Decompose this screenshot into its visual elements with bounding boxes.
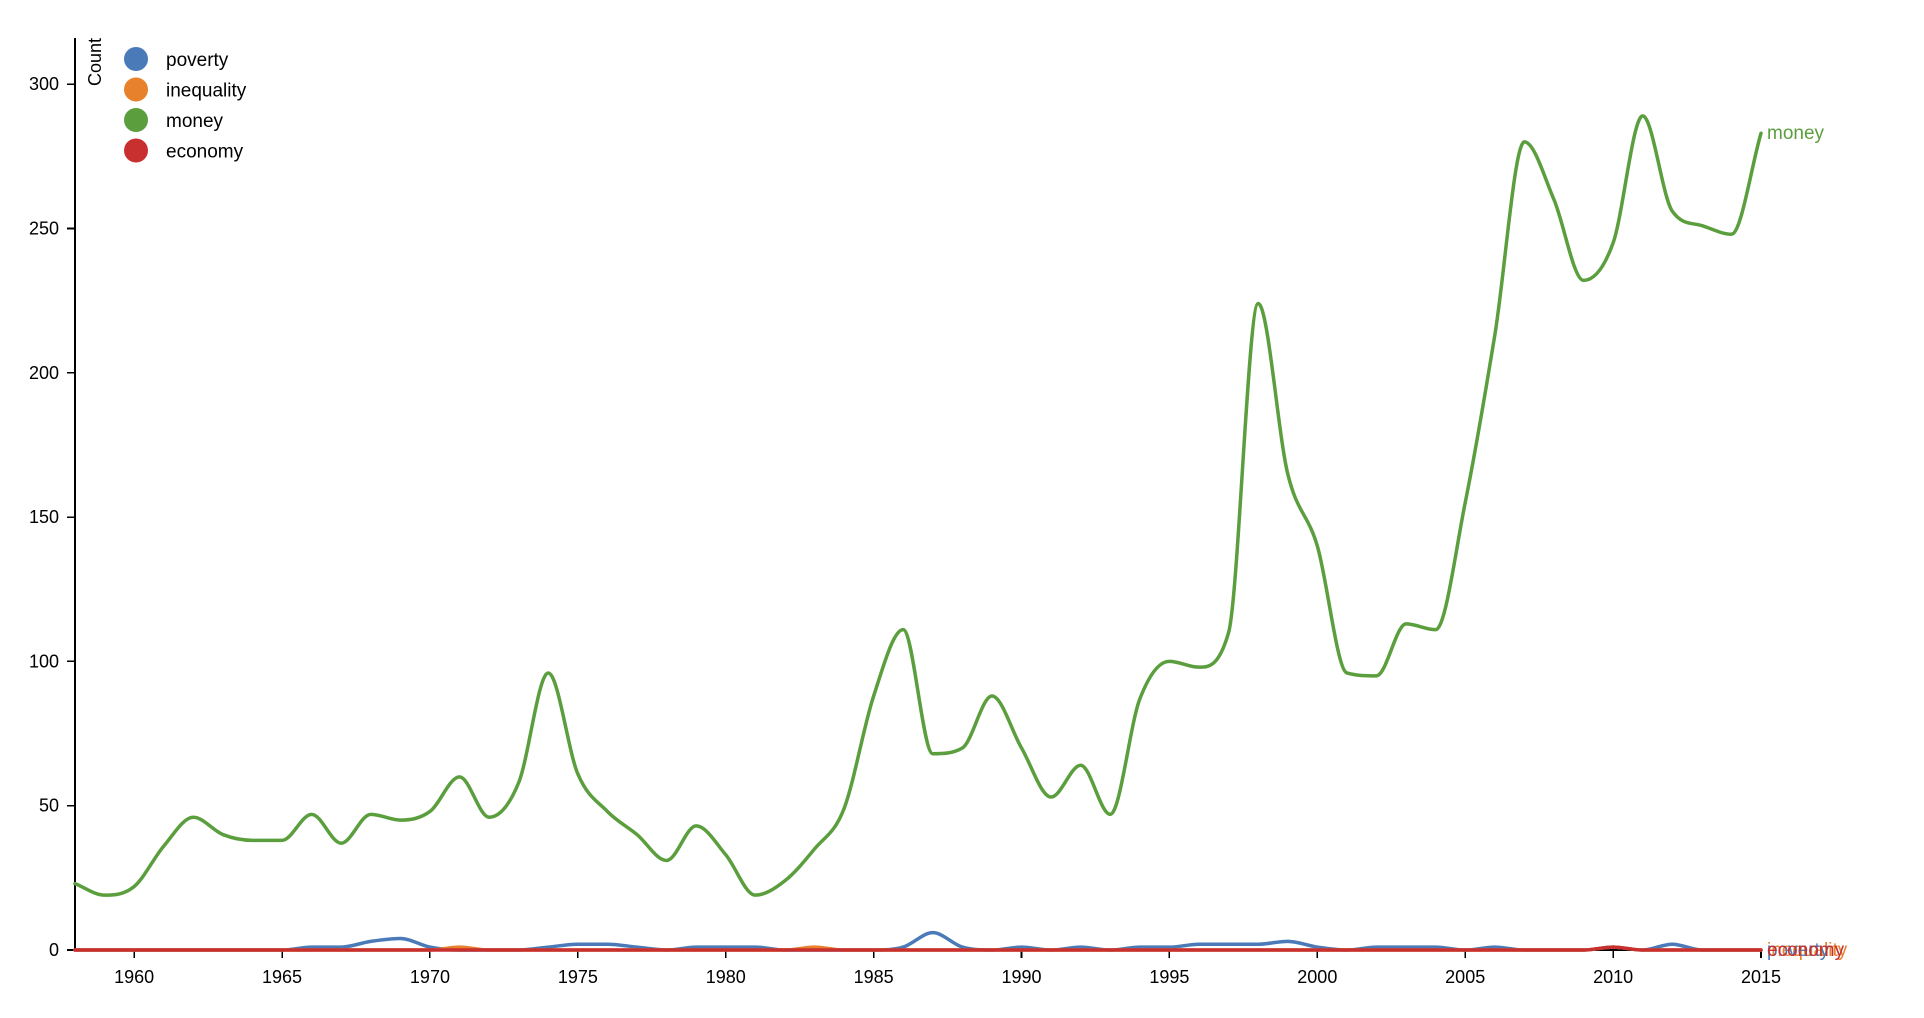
y-tick-label: 100 [29, 651, 59, 671]
y-tick-label: 150 [29, 507, 59, 527]
series-lines [73, 114, 1763, 952]
y-tick-label: 0 [49, 940, 59, 960]
legend-swatch-poverty [124, 47, 148, 71]
legend-label-inequality: inequality [166, 81, 247, 102]
series-line-money [73, 114, 1763, 897]
x-tick-label: 1985 [854, 967, 894, 987]
series-line-poverty [73, 930, 1763, 952]
x-tick-label: 2010 [1593, 967, 1633, 987]
y-tick-label: 250 [29, 218, 59, 238]
y-ticks: 0 50 100 150 200 250 300 [29, 74, 75, 960]
x-tick-label: 1995 [1149, 967, 1189, 987]
legend-label-poverty: poverty [166, 50, 229, 71]
x-tick-label: 1975 [558, 967, 598, 987]
x-tick-label: 1970 [410, 967, 450, 987]
x-tick-label: 1980 [706, 967, 746, 987]
x-ticks: 1960 1965 1970 1975 1980 1985 1990 1995 2000 2005… [114, 950, 1781, 987]
y-tick-label: 200 [29, 363, 59, 383]
y-tick-label: 300 [29, 74, 59, 94]
legend-swatch-inequality [124, 77, 148, 102]
x-tick-label: 2005 [1445, 967, 1485, 987]
series-line-economy [73, 945, 1763, 952]
end-label-inequality: inequality [1767, 940, 1848, 961]
x-tick-label: 1965 [262, 967, 302, 987]
y-axis-title: Count [85, 38, 105, 86]
legend-label-money: money [166, 111, 224, 132]
y-axis: 0 50 100 150 200 250 300 Count [29, 38, 105, 960]
end-label-economy: economy [1767, 940, 1845, 961]
end-label-money: money [1767, 123, 1825, 144]
x-tick-label: 1990 [1002, 967, 1042, 987]
x-tick-label: 2015 [1741, 967, 1781, 987]
legend-swatch-money [124, 108, 148, 132]
x-tick-label: 1960 [114, 967, 154, 987]
x-tick-label: 2000 [1297, 967, 1337, 987]
legend-label-economy: economy [166, 142, 244, 163]
end-label-poverty: poverty [1767, 940, 1830, 961]
x-axis: 1960 1965 1970 1975 1980 1985 1990 1995 2000 2005… [75, 949, 1781, 987]
legend: poverty inequality money economy [124, 47, 247, 163]
legend-swatch-economy [124, 138, 148, 163]
y-tick-label: 50 [39, 796, 59, 816]
